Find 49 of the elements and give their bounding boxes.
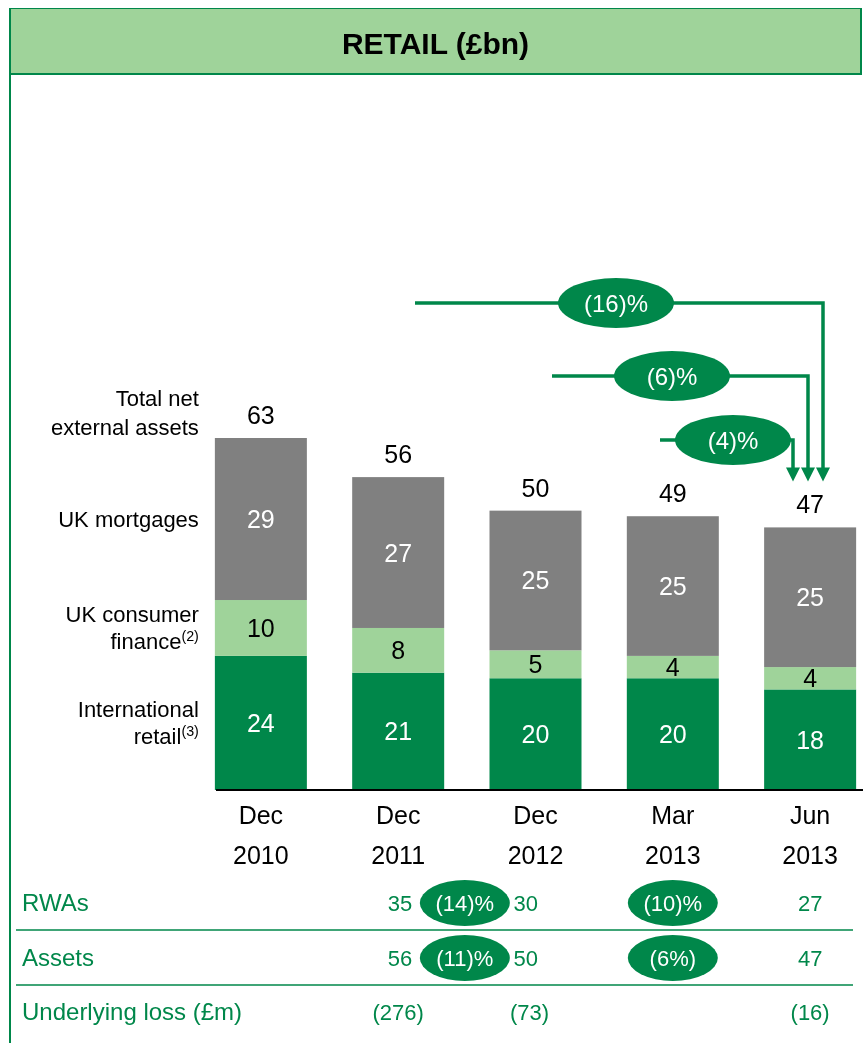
data-label: 25 [521,566,550,595]
chart-title: RETAIL (£bn) [341,27,530,60]
total-label: 56 [384,440,413,469]
text: 27 [797,891,823,916]
data-label: 25 [796,583,825,612]
text: Total net external assets [50,386,199,440]
total-label: 47 [796,490,825,519]
series-label: UK mortgages [58,507,199,533]
text: (11)% [436,946,494,971]
x-tick-label: Dec 2011 [371,801,426,869]
annotation: (4)% [707,427,759,454]
data-label: 20 [521,720,550,749]
series-label: International retail$^{(3)}$ [77,697,199,750]
series-label: UK consumer finance$^{(2)}$ [65,602,199,655]
data-label: 25 [658,572,687,601]
data-label: 21 [384,717,413,746]
text: Assets [22,944,95,971]
data-label: 24 [246,708,275,737]
x-tick-label: Dec 2010 [233,801,289,869]
text: 56 [387,946,413,971]
text: (6%) [649,946,697,971]
text: 50 [513,946,538,971]
text: (16) [790,1000,830,1025]
text: (6)% [646,363,698,390]
text: RWAs [22,889,89,916]
total-label: 63 [246,401,275,429]
text: 30 [513,891,538,916]
data-label: 4 [665,653,680,682]
data-label: 8 [391,636,406,665]
text: 47 [797,946,823,971]
total-label: 50 [521,473,550,502]
x-tick-label: Mar 2013 [645,801,701,869]
data-label: 18 [796,725,825,754]
data-label: 10 [246,613,275,642]
text: 35 [387,891,413,916]
total-label: 49 [658,479,687,508]
x-tick-label: Jun 2013 [782,801,838,869]
text: (16)% [583,290,649,317]
data-label: 27 [384,538,413,567]
data-label: 5 [528,650,543,679]
x-tick-label: Dec 2012 [507,801,564,869]
text: (10)% [643,891,703,916]
data-label: 20 [658,720,687,749]
text: (73) [509,1000,550,1025]
data-label: 4 [803,664,818,693]
text: (276) [372,1000,424,1025]
data-label: 29 [246,505,275,534]
text: Underlying loss (£m) [22,998,243,1025]
text: (14)% [435,891,495,916]
